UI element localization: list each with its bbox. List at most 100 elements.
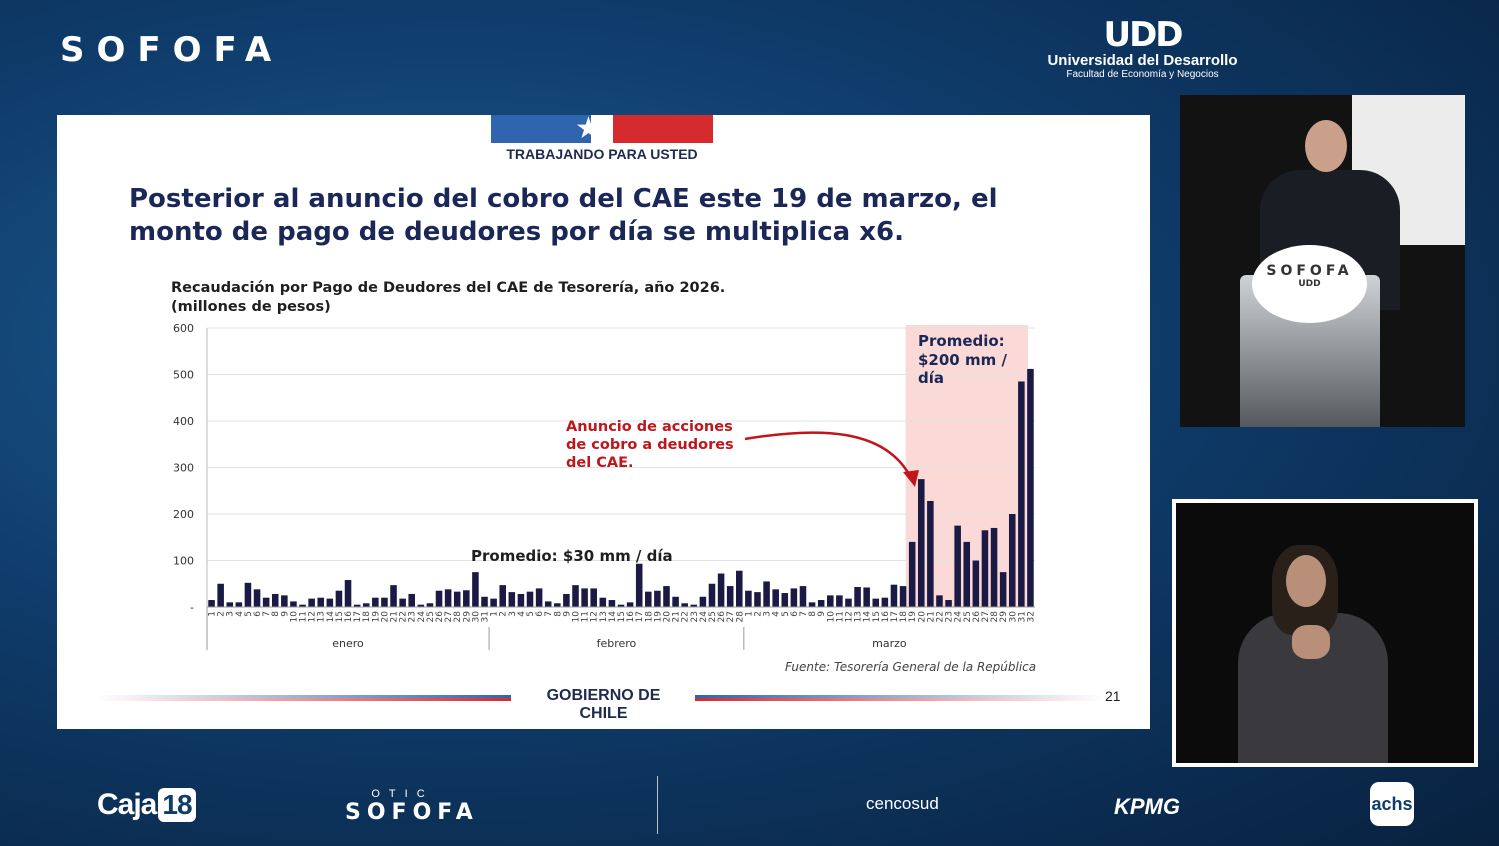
bar — [1027, 368, 1034, 607]
x-tick-label: 16 — [344, 611, 354, 623]
sofofa-logo: SOFOFA — [60, 30, 284, 70]
bar — [244, 582, 252, 607]
bar — [836, 595, 843, 607]
x-tick-label: 32 — [1026, 611, 1036, 622]
bar — [654, 590, 661, 607]
udd-logo: UDD Universidad del Desarrollo Facultad … — [1040, 18, 1245, 80]
bar — [281, 595, 288, 607]
bar — [544, 601, 552, 607]
x-tick-label: 18 — [362, 611, 372, 623]
bar — [781, 593, 789, 607]
bar — [854, 587, 861, 607]
bar — [917, 479, 925, 607]
x-tick-label: 31 — [1017, 611, 1027, 622]
bar — [626, 602, 634, 607]
x-tick-label: 20 — [662, 611, 672, 623]
bar — [945, 600, 952, 607]
bar — [499, 585, 506, 607]
x-tick-label: 8 — [553, 611, 563, 617]
x-tick-label: 13 — [317, 611, 327, 622]
x-tick-label: 14 — [608, 611, 618, 623]
bar — [936, 595, 943, 607]
x-tick-label: 22 — [681, 611, 691, 622]
podium-logo-sub: UDD — [1298, 279, 1321, 289]
bar — [472, 572, 479, 607]
bar — [826, 595, 834, 607]
x-tick-label: 31 — [481, 611, 491, 622]
bar — [290, 601, 297, 607]
y-tick-label: 300 — [173, 462, 194, 475]
bar — [417, 604, 425, 607]
chart-title-line-2: (millones de pesos) — [171, 299, 331, 315]
x-tick-label: 23 — [945, 611, 955, 622]
x-tick-label: 27 — [726, 611, 736, 622]
x-tick-label: 18 — [899, 611, 909, 623]
achs-logo: achs — [1370, 782, 1414, 826]
bar — [927, 500, 934, 607]
x-tick-label: 13 — [854, 611, 864, 622]
x-tick-label: 21 — [926, 611, 936, 622]
avg-after-line-3: día — [918, 369, 944, 387]
x-tick-label: 4 — [235, 611, 245, 617]
x-tick-label: 21 — [672, 611, 682, 622]
bar — [690, 604, 698, 607]
bar — [554, 603, 561, 607]
bar — [699, 596, 707, 607]
arrow-head-icon — [903, 470, 919, 487]
y-tick-label: 200 — [173, 508, 194, 521]
x-tick-label: 19 — [908, 611, 918, 623]
otic-sofofa-text: SOFOFA — [345, 800, 479, 825]
x-tick-label: 4 — [517, 611, 527, 617]
bar — [390, 585, 397, 607]
podium-logo: SOFOFA UDD — [1252, 245, 1367, 323]
otic-text: OTIC — [371, 788, 434, 800]
bar — [408, 593, 416, 607]
x-tick-label: 25 — [708, 611, 718, 622]
month-label: enero — [332, 637, 364, 650]
x-tick-label: 12 — [590, 611, 600, 622]
bar — [572, 585, 579, 607]
x-tick-label: 20 — [917, 611, 927, 623]
udd-mark: UDD — [1103, 15, 1183, 55]
bar — [1008, 514, 1016, 607]
x-tick-label: 23 — [690, 611, 700, 622]
x-tick-label: 5 — [244, 611, 254, 617]
bar — [326, 598, 334, 607]
bar — [463, 590, 470, 607]
x-tick-label: 8 — [271, 611, 281, 617]
bar — [1018, 381, 1025, 607]
bar — [890, 584, 898, 607]
announcement-arrow — [744, 431, 914, 481]
bar — [990, 527, 998, 607]
sponsors-bar: Caja 18 OTIC SOFOFA cencosud KPMG achs — [0, 770, 1499, 846]
caja-text: Caja — [97, 788, 157, 821]
x-tick-label: 25 — [963, 611, 973, 622]
bar — [617, 604, 625, 607]
month-label: febrero — [597, 637, 637, 650]
star-icon: ★ — [575, 111, 602, 146]
udd-faculty: Facultad de Economía y Negocios — [1066, 69, 1219, 80]
bar — [226, 602, 234, 607]
x-tick-label: 25 — [426, 611, 436, 622]
bar — [999, 572, 1007, 607]
bar — [435, 590, 443, 607]
x-tick-label: 1 — [208, 611, 218, 617]
bar — [271, 593, 279, 607]
bar — [508, 592, 516, 607]
x-tick-label: 13 — [599, 611, 609, 622]
chile-flag-banner: ★ — [491, 111, 713, 146]
bar — [954, 525, 961, 607]
bar — [590, 588, 597, 607]
bar — [372, 597, 379, 607]
x-tick-label: 23 — [408, 611, 418, 622]
bar — [526, 591, 534, 607]
announcement-line-1: Anuncio de acciones — [566, 419, 733, 435]
caja-number: 18 — [158, 788, 196, 822]
bar — [444, 589, 452, 607]
x-tick-label: 24 — [954, 611, 964, 623]
x-tick-label: 27 — [444, 611, 454, 622]
chart-source: Fuente: Tesorería General de la Repúblic… — [785, 660, 1037, 674]
chart-title-line-1: Recaudación por Pago de Deudores del CAE… — [171, 280, 726, 296]
x-tick-label: 19 — [653, 611, 663, 623]
